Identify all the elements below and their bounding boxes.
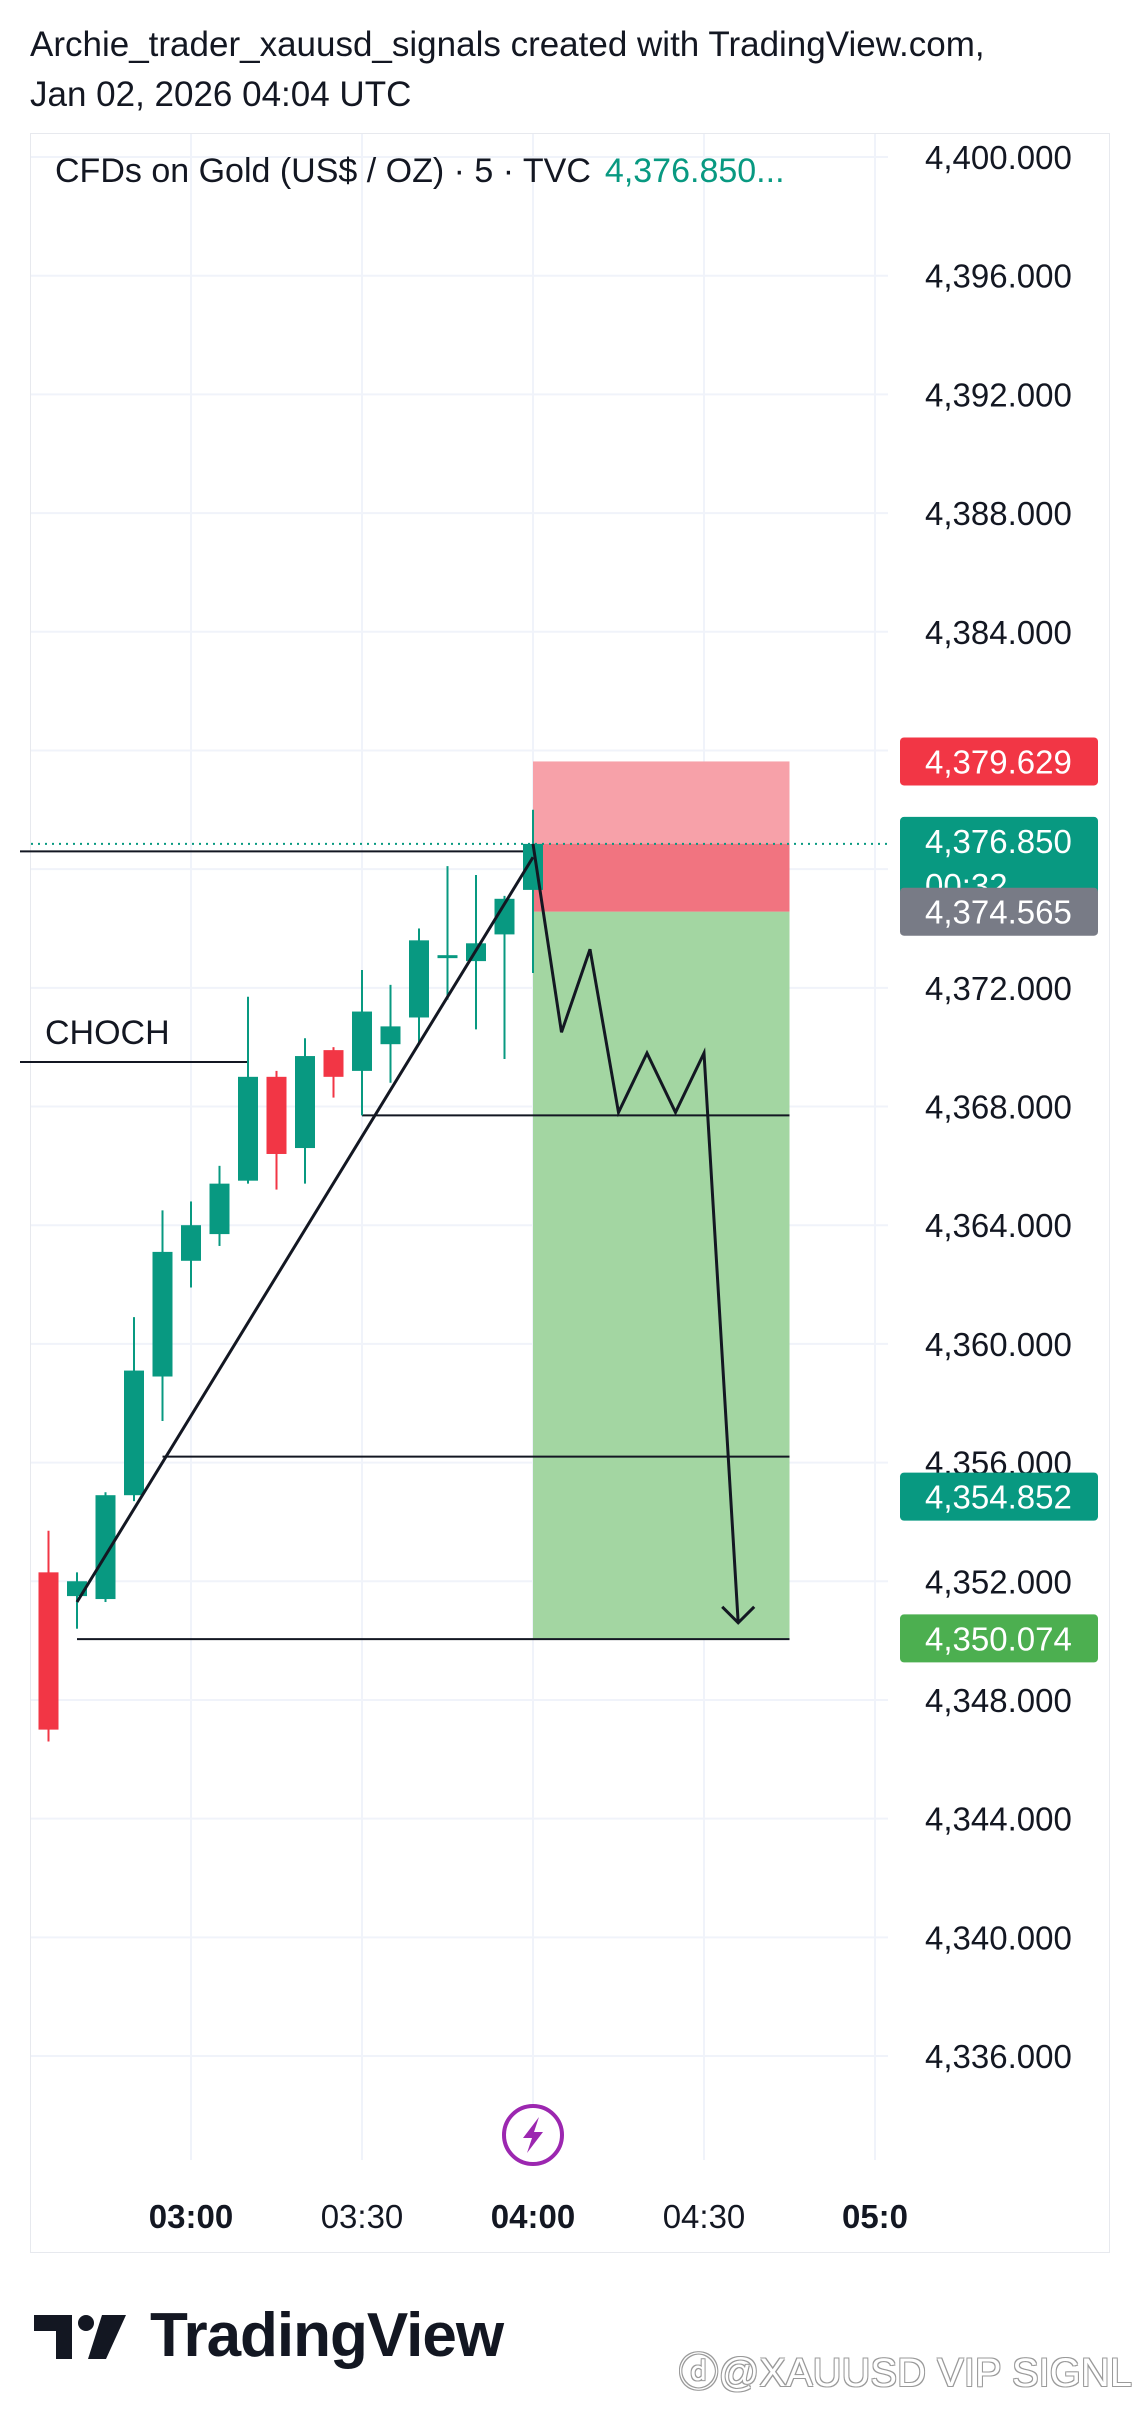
y-tick-label: 4,340.000 <box>925 1919 1072 1956</box>
candle-body[interactable] <box>238 1076 258 1181</box>
candle-body[interactable] <box>266 1076 287 1154</box>
candle-body[interactable] <box>380 1026 401 1045</box>
x-tick-label: 05:0 <box>842 2198 908 2235</box>
y-tick-label: 4,344.000 <box>925 1801 1072 1838</box>
candle-body[interactable] <box>352 1011 372 1071</box>
x-tick-label: 04:00 <box>491 2198 575 2235</box>
candle-body[interactable] <box>152 1251 173 1377</box>
author-line: Archie_trader_xauusd_signals created wit… <box>30 25 985 64</box>
symbol-description: CFDs on Gold (US$ / OZ) · 5 · TVC <box>55 152 591 190</box>
x-tick-label: 04:30 <box>663 2198 746 2235</box>
candle-body[interactable] <box>124 1370 144 1496</box>
lightning-bolt-shape <box>523 2117 543 2153</box>
chart-header: Archie_trader_xauusd_signals created wit… <box>30 20 985 120</box>
candle-body[interactable] <box>323 1050 344 1077</box>
projection-arrow-head <box>721 1605 756 1625</box>
date-line: Jan 02, 2026 04:04 UTC <box>30 75 412 114</box>
projection-path[interactable] <box>531 843 740 1623</box>
x-tick-label: 03:30 <box>321 2198 404 2235</box>
candle-body[interactable] <box>437 955 458 959</box>
x-tick-label: 03:00 <box>149 2198 233 2235</box>
y-tick-label: 4,384.000 <box>925 614 1072 651</box>
y-tick-label: 4,400.000 <box>925 139 1072 176</box>
price-badge <box>900 737 1098 786</box>
candle-body[interactable] <box>295 1056 315 1149</box>
price-badge-label: 4,374.565 <box>925 894 1072 931</box>
y-tick-label: 4,396.000 <box>925 258 1072 295</box>
take-profit-zone[interactable] <box>533 911 790 1639</box>
y-tick-label: 4,348.000 <box>925 1682 1072 1719</box>
y-tick-label: 4,372.000 <box>925 970 1072 1007</box>
candle-body[interactable] <box>181 1225 201 1261</box>
choch-label: CHOCH <box>45 1014 170 1052</box>
symbol-legend[interactable]: CFDs on Gold (US$ / OZ) · 5 · TVC 4,376.8… <box>55 152 785 191</box>
brand-name: TradingView <box>150 2301 504 2370</box>
price-badge <box>900 887 1098 936</box>
watermark-text: ⓓ@XAUUSD VIP SIGNL <box>678 2351 1132 2395</box>
y-tick-label: 4,392.000 <box>925 376 1072 413</box>
tradingview-brand[interactable]: TradingView <box>34 2300 504 2371</box>
price-badge-label: 4,376.850 <box>925 823 1072 860</box>
last-price: 4,376.850... <box>604 152 785 190</box>
candle-body[interactable] <box>409 940 429 1018</box>
price-badge-label: 4,350.074 <box>925 1620 1072 1657</box>
candle-body[interactable] <box>38 1572 59 1730</box>
price-badge-label: 4,354.852 <box>925 1479 1072 1516</box>
y-tick-label: 4,388.000 <box>925 495 1072 532</box>
y-tick-label: 4,336.000 <box>925 2038 1072 2075</box>
stop-loss-zone-active <box>533 843 790 912</box>
y-tick-label: 4,352.000 <box>925 1563 1072 1600</box>
trendline[interactable] <box>75 856 535 1603</box>
price-badge <box>900 1614 1098 1663</box>
y-tick-label: 4,360.000 <box>925 1326 1072 1363</box>
y-tick-label: 4,368.000 <box>925 1089 1072 1126</box>
price-badge-label: 4,379.629 <box>925 743 1072 780</box>
candle-body[interactable] <box>494 898 515 935</box>
y-tick-label: 4,364.000 <box>925 1207 1072 1244</box>
candle-body[interactable] <box>209 1183 230 1235</box>
tradingview-logo-icon <box>34 2314 126 2359</box>
price-badge <box>900 816 1098 911</box>
candle-body[interactable] <box>95 1495 116 1600</box>
price-badge <box>900 1472 1098 1521</box>
